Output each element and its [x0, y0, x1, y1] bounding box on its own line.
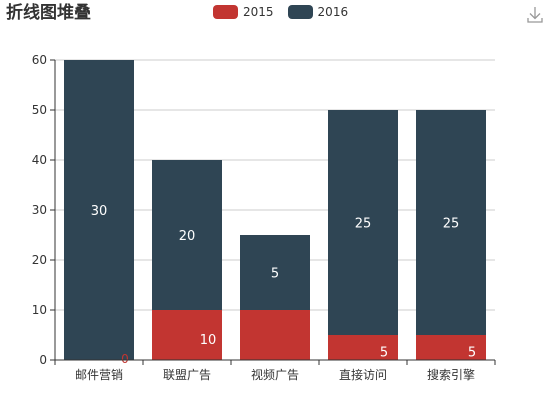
x-tick-label: 视频广告 — [251, 367, 299, 382]
chart-title: 折线图堆叠 — [6, 3, 91, 23]
bar-2015-4 — [416, 335, 486, 360]
y-tick-label: 20 — [32, 253, 47, 267]
data-label: 25 — [443, 217, 460, 232]
legend-label-2016: 2016 — [317, 5, 349, 19]
y-tick-label: 60 — [32, 53, 47, 67]
data-labels: 0 10 5 5 30 20 5 25 25 — [91, 204, 476, 366]
legend-swatch-2015 — [213, 5, 238, 19]
legend-swatch-2016 — [287, 5, 313, 19]
y-tick-label: 40 — [32, 153, 47, 167]
data-label: 5 — [380, 346, 388, 361]
y-tick-label: 0 — [39, 353, 47, 367]
bar-2016-0 — [64, 60, 134, 360]
data-label: 30 — [91, 204, 108, 219]
bar-2015-2 — [240, 310, 310, 360]
x-tick-label: 联盟广告 — [163, 368, 211, 382]
legend: 2015 2016 — [213, 4, 362, 20]
x-tick-label: 邮件营销 — [75, 368, 123, 382]
bar-2016-2 — [240, 235, 310, 310]
y-tick-label: 30 — [32, 203, 47, 217]
data-label: 5 — [271, 267, 279, 282]
bars — [64, 60, 486, 360]
y-tick-label: 50 — [32, 103, 47, 117]
legend-label-2015: 2015 — [243, 5, 274, 19]
data-label: 25 — [355, 217, 372, 232]
bar-2016-3 — [328, 110, 398, 335]
data-label: 10 — [200, 333, 217, 348]
x-tick-label: 直接访问 — [339, 367, 387, 382]
legend-item-2015[interactable]: 2015 — [213, 4, 274, 20]
bar-2016-4 — [416, 110, 486, 335]
data-label: 20 — [179, 229, 196, 244]
y-tick-label: 10 — [32, 303, 47, 317]
x-tick-label: 搜索引擎 — [427, 367, 475, 382]
download-icon[interactable] — [526, 5, 544, 25]
bar-2015-1 — [152, 310, 222, 360]
data-label: 5 — [468, 346, 476, 361]
legend-item-2016[interactable]: 2016 — [287, 4, 349, 20]
bar-2016-1 — [152, 160, 222, 310]
bar-2015-3 — [328, 335, 398, 360]
data-label: 0 — [121, 352, 129, 366]
